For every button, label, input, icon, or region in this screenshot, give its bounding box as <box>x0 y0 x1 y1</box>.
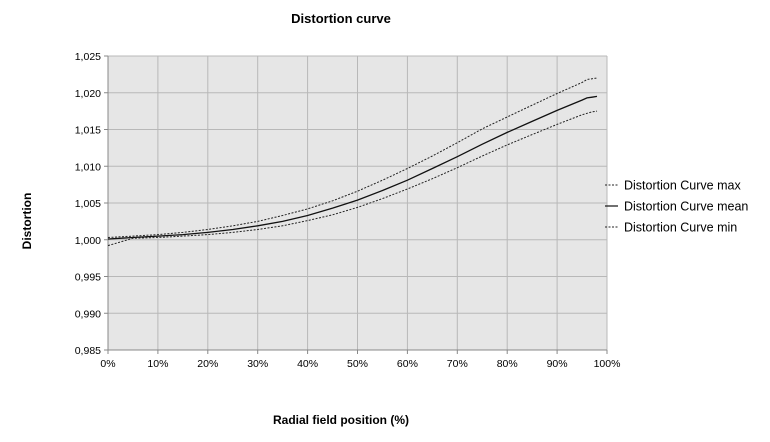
y-tick-label: 0,990 <box>75 308 101 320</box>
y-tick-label: 1,015 <box>75 125 101 137</box>
y-tick-label: 0,995 <box>75 272 101 284</box>
x-tick-label: 0% <box>100 358 115 370</box>
series-lines <box>107 77 598 247</box>
y-tick-label: 1,005 <box>75 198 101 210</box>
series-line-distortion-curve-min <box>107 110 598 247</box>
x-tick-label: 90% <box>547 358 568 370</box>
series-line-distortion-curve-max <box>107 77 598 238</box>
y-tick-label: 1,000 <box>75 235 101 247</box>
y-tick-label: 1,010 <box>75 161 101 173</box>
legend-label: Distortion Curve max <box>624 179 741 193</box>
chart-title: Distortion curve <box>291 11 391 26</box>
x-tick-label: 70% <box>447 358 468 370</box>
legend-label: Distortion Curve mean <box>624 200 748 214</box>
y-tick-label: 1,020 <box>75 88 101 100</box>
y-tick-label: 1,025 <box>75 51 101 63</box>
x-tick-label: 20% <box>197 358 218 370</box>
grid-lines <box>107 55 608 351</box>
x-tick-label: 60% <box>397 358 418 370</box>
x-tick-label: 80% <box>497 358 518 370</box>
legend-label: Distortion Curve min <box>624 221 737 235</box>
series-line-distortion-curve-mean <box>107 95 598 240</box>
x-axis-title: Radial field position (%) <box>273 413 409 427</box>
x-tick-label: 100% <box>594 358 621 370</box>
x-tick-label: 50% <box>347 358 368 370</box>
x-tick-label: 30% <box>247 358 268 370</box>
x-tick-label: 40% <box>297 358 318 370</box>
axes: 0% 10% 20% 30% 40% 50% 60% 70% 80% 90% 100% 0,985 0,… <box>75 51 621 370</box>
y-axis-title: Distortion <box>20 193 34 250</box>
legend: Distortion Curve max Distortion Curve mea… <box>605 179 748 235</box>
y-tick-label: 0,985 <box>75 345 101 357</box>
x-tick-label: 10% <box>147 358 168 370</box>
